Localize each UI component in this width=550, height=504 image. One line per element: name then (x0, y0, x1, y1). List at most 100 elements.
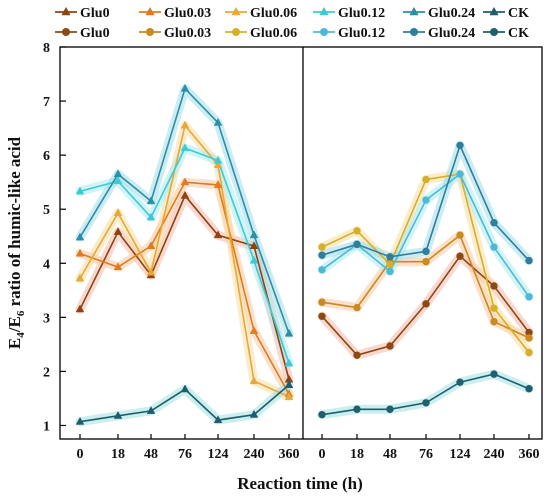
legend-marker-glu003 (146, 28, 154, 36)
point-glu006-panel1-240 (249, 376, 259, 385)
point-glu0-panel1-124 (213, 230, 223, 239)
x-axis-label: Reaction time (h) (237, 474, 363, 493)
legend-label-glu012: Glu0.12 (338, 26, 385, 41)
x-tick-label-panel2: 240 (484, 447, 505, 462)
x-tick-label-panel2: 18 (350, 447, 364, 462)
point-glu003-panel1-76 (180, 177, 190, 186)
point-glu024-panel1-240 (249, 230, 259, 239)
point-glu006-panel1-124 (213, 160, 223, 168)
legend-label-glu024: Glu0.24 (428, 6, 475, 21)
point-ck-panel2-48 (386, 405, 394, 413)
point-glu024-panel1-124 (213, 117, 223, 126)
point-ck-panel2-124 (456, 378, 464, 386)
point-glu024-panel1-76 (180, 83, 190, 92)
point-glu012-panel2-0 (318, 266, 326, 274)
point-glu006-panel2-76 (422, 175, 430, 184)
point-glu003-panel2-124 (456, 231, 464, 239)
point-glu0-panel2-240 (490, 282, 498, 290)
x-tick-label-panel1: 0 (77, 447, 84, 462)
point-glu006-panel2-0 (318, 243, 326, 251)
point-glu003-panel1-18 (113, 262, 123, 271)
point-glu003-panel2-360 (525, 334, 533, 342)
point-ck-panel1-48 (146, 406, 156, 414)
point-glu006-panel1-360 (284, 392, 294, 400)
y-tick-label: 4 (43, 257, 50, 272)
x-tick-label-panel1: 76 (178, 447, 192, 462)
point-glu024-panel2-76 (422, 247, 430, 256)
series-points (75, 83, 533, 425)
point-glu024-panel2-48 (386, 253, 394, 261)
point-glu012-panel2-124 (456, 170, 464, 178)
point-ck-panel2-76 (422, 399, 430, 407)
y-tick-label: 7 (43, 95, 50, 110)
point-glu024-panel2-240 (490, 219, 498, 227)
legend: Glu0 Glu0.03 Glu0.06 Glu0.12 Glu0.24 CK Glu0 Gl… (55, 6, 529, 41)
point-glu012-panel1-76 (180, 143, 190, 152)
legend-label-ck: CK (508, 6, 529, 21)
legend-marker-ck (490, 28, 498, 36)
legend-label-glu0: Glu0 (80, 26, 110, 41)
point-ck-panel1-240 (249, 409, 259, 418)
point-glu012-panel1-240 (249, 255, 259, 264)
line-glu003-panel1 (79, 181, 290, 395)
legend-label-glu003: Glu0.03 (164, 6, 211, 21)
legend-label-glu0: Glu0 (80, 6, 110, 21)
x-tick-label-panel1: 48 (144, 447, 158, 462)
point-ck-panel1-124 (213, 415, 223, 424)
point-glu024-panel1-18 (113, 169, 123, 178)
point-glu006-panel2-18 (353, 227, 361, 235)
point-ck-panel1-76 (180, 384, 190, 393)
legend-label-glu012: Glu0.12 (338, 6, 385, 21)
point-glu003-panel1-124 (213, 180, 223, 188)
point-ck-panel2-18 (353, 405, 361, 413)
legend-label-glu006: Glu0.06 (250, 6, 297, 21)
point-ck-panel1-0 (75, 416, 85, 425)
legend-marker-glu0 (62, 28, 70, 36)
point-glu024-panel2-0 (318, 251, 326, 259)
legend-marker-glu024 (410, 28, 418, 36)
point-glu003-panel2-18 (353, 303, 361, 312)
point-glu003-panel2-240 (490, 317, 498, 326)
legend-marker-ck (489, 6, 499, 16)
point-glu024-panel2-124 (456, 141, 464, 150)
x-tick-label-panel1: 240 (244, 447, 265, 462)
axes (59, 46, 543, 440)
y-tick-label: 6 (43, 149, 50, 164)
point-ck-panel1-18 (113, 410, 123, 419)
point-glu006-panel1-0 (75, 273, 85, 282)
point-glu0-panel2-0 (318, 312, 326, 320)
y-tick-label: 3 (43, 311, 50, 326)
point-glu006-panel2-48 (386, 260, 394, 269)
point-glu006-panel1-76 (180, 120, 190, 129)
x-tick-label-panel1: 124 (208, 447, 229, 462)
x-tick-label-panel2: 0 (319, 447, 326, 462)
point-glu006-panel1-48 (146, 267, 156, 276)
y-tick-label: 1 (43, 419, 50, 434)
point-glu0-panel1-18 (113, 227, 123, 235)
point-glu006-panel2-360 (525, 348, 533, 357)
legend-label-glu024: Glu0.24 (428, 26, 475, 41)
point-glu003-panel2-0 (318, 298, 326, 306)
y-tick-label: 5 (43, 203, 50, 218)
point-glu003-panel1-240 (249, 326, 259, 334)
point-glu024-panel1-360 (284, 328, 294, 337)
point-glu012-panel2-240 (490, 243, 498, 251)
x-tick-label-panel1: 360 (279, 447, 300, 462)
legend-marker-glu012 (320, 28, 328, 36)
point-glu003-panel2-76 (422, 257, 430, 266)
point-glu012-panel2-76 (422, 196, 430, 204)
legend-marker-glu012 (319, 6, 329, 16)
point-ck-panel2-0 (318, 410, 326, 419)
point-glu0-panel2-18 (353, 351, 361, 359)
legend-marker-glu006 (231, 6, 241, 16)
point-glu012-panel2-48 (386, 267, 394, 276)
legend-label-glu006: Glu0.06 (250, 26, 297, 41)
x-tick-label-panel2: 48 (383, 447, 397, 462)
point-glu006-panel2-240 (490, 304, 498, 312)
point-ck-panel2-360 (525, 385, 533, 393)
point-glu0-panel2-76 (422, 300, 430, 308)
point-glu012-panel1-18 (113, 176, 123, 185)
band-glu003-panel1 (75, 177, 294, 399)
